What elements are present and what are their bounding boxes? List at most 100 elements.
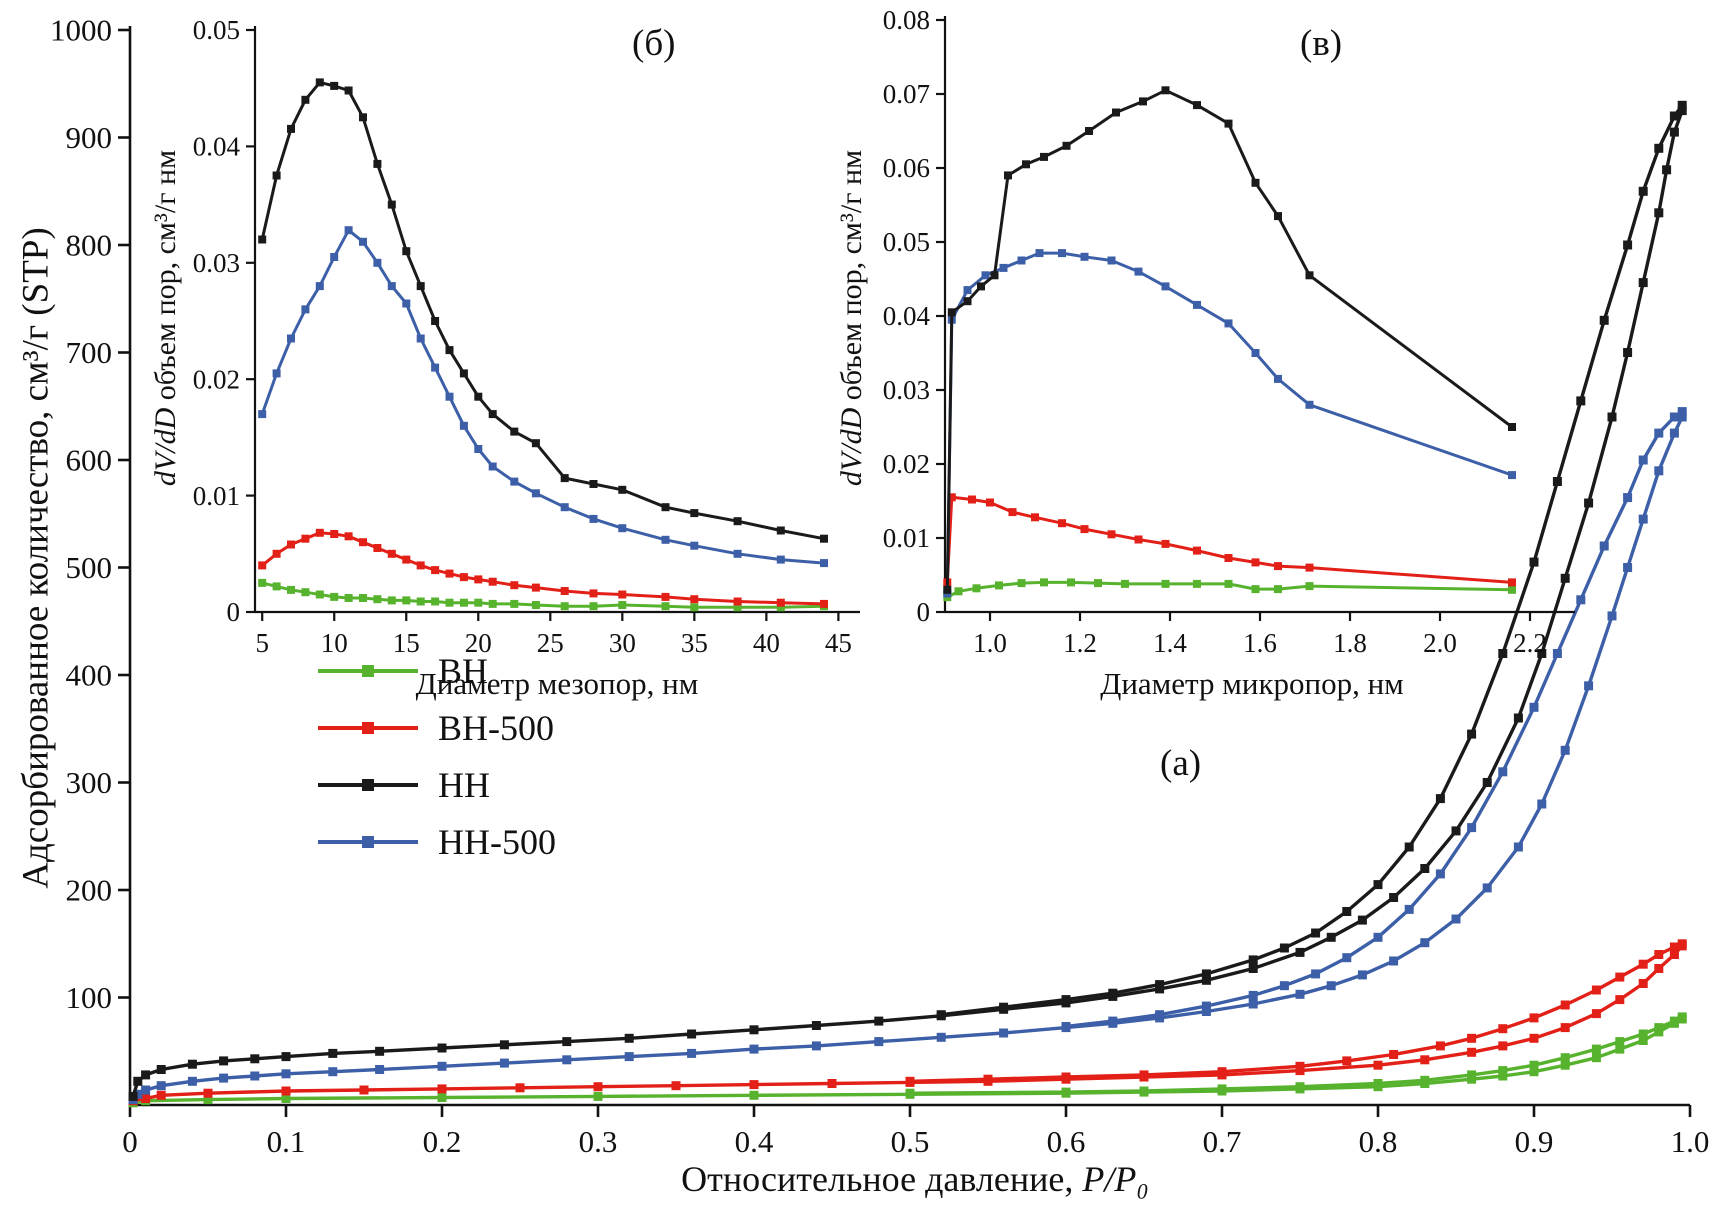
series-marker [1274,562,1282,571]
series-marker [1107,256,1116,265]
series-marker [1623,240,1633,250]
series-marker [187,1059,197,1069]
series-marker [749,1090,759,1100]
series-marker [1591,1044,1601,1054]
series-marker [1508,578,1516,587]
series-marker [1058,249,1066,258]
series-НН [258,78,828,543]
series-marker [1085,127,1093,135]
series-marker [874,1016,884,1026]
x-tick-label: 10 [321,628,348,658]
series-marker [1591,985,1601,995]
series-marker [1058,519,1066,528]
legend: ВН ВН-500 НН НН-500 [318,642,556,870]
legend-item-0: ВН [318,642,556,699]
series-marker [219,1073,229,1083]
series-marker [1112,108,1120,117]
series-marker [1638,1029,1648,1039]
series-marker [1161,282,1170,291]
series-marker [510,427,519,436]
series-marker [1677,939,1687,949]
series-marker [402,596,411,605]
y-tick-label: 0.02 [883,449,930,479]
micro-y-axis-title-math: dV/dD [835,407,868,487]
series-marker [387,596,396,605]
series-marker [1201,975,1211,985]
series-marker [1373,880,1383,890]
series-marker [968,495,976,504]
series-line [1064,409,1684,1029]
series-marker [1467,1070,1477,1080]
y-tick-label: 0.04 [193,132,241,162]
series-marker [1311,928,1321,938]
series-marker [187,1076,197,1086]
legend-item-2: НН [318,756,556,813]
y-tick-label: 0.05 [193,15,240,45]
chart-main: 0 0.1 0.2 0.3 0.4 0.5 0.6 0.7 0.8 0.9 1.0100200300… [50,13,1709,1159]
series-marker [820,559,828,568]
series-marker [1529,1060,1539,1070]
series-marker [562,1037,572,1047]
series-marker [474,598,483,607]
series-marker [1599,541,1609,551]
series-marker [1108,1016,1118,1026]
series-marker [459,421,468,430]
series-marker [1638,959,1648,969]
series-marker [315,78,324,87]
series-marker [562,1055,572,1065]
y-tick-label: 0.06 [883,153,930,183]
series-marker [272,369,281,378]
series-line [945,580,1514,599]
series-marker [618,485,627,494]
series-marker [281,1086,291,1096]
x-tick-label: 1.0 [1671,1124,1710,1159]
series-marker [1404,842,1414,852]
x-tick-label: 2.0 [1423,628,1457,658]
series-marker [820,534,828,543]
series-marker [618,590,627,599]
series-marker [733,549,742,558]
series-marker [258,561,267,570]
x-tick-label: 0.9 [1515,1124,1554,1159]
series-marker [954,587,963,596]
series-marker [375,1065,385,1074]
series-marker [1389,956,1399,966]
series-marker [258,235,267,244]
series-marker [1134,267,1143,276]
x-tick-label: 20 [465,628,492,658]
series-marker [219,1056,229,1066]
series-marker [661,592,670,601]
y-tick-label: 0.04 [883,301,931,331]
series-marker [1669,428,1679,438]
series-marker [1654,208,1664,218]
series-marker [1094,579,1102,588]
series-marker [1248,999,1258,1009]
series-marker [431,317,440,325]
series-marker [387,200,396,209]
series-marker [1061,995,1071,1005]
series-marker [445,392,454,401]
series-marker [344,226,353,235]
series-ВН-desorption [905,1012,1687,1098]
series-marker [1638,1036,1648,1045]
series-marker [999,263,1008,272]
y-tick-label: 900 [66,120,113,155]
series-marker [141,1085,151,1095]
series-marker [1529,702,1539,712]
series-marker [936,1032,946,1042]
series-marker [1638,186,1648,196]
series-marker [1669,1016,1679,1026]
series-marker [301,95,310,104]
main-y-axis-title: Адсорбированное количество, см³/г (STP) [15,227,57,889]
series-marker [359,538,367,547]
series-marker [272,171,281,180]
series-marker [1498,1024,1508,1034]
series-marker [1669,111,1679,121]
series-marker [1654,466,1664,476]
series-marker [1201,1001,1211,1011]
panel-label-meso: (б) [632,23,676,64]
micro-y-axis-title-text: объем пор, см³/г нм [835,149,868,408]
x-tick-label: 0.3 [579,1124,618,1159]
series-marker [402,299,411,308]
x-tick-label: 45 [825,628,852,658]
